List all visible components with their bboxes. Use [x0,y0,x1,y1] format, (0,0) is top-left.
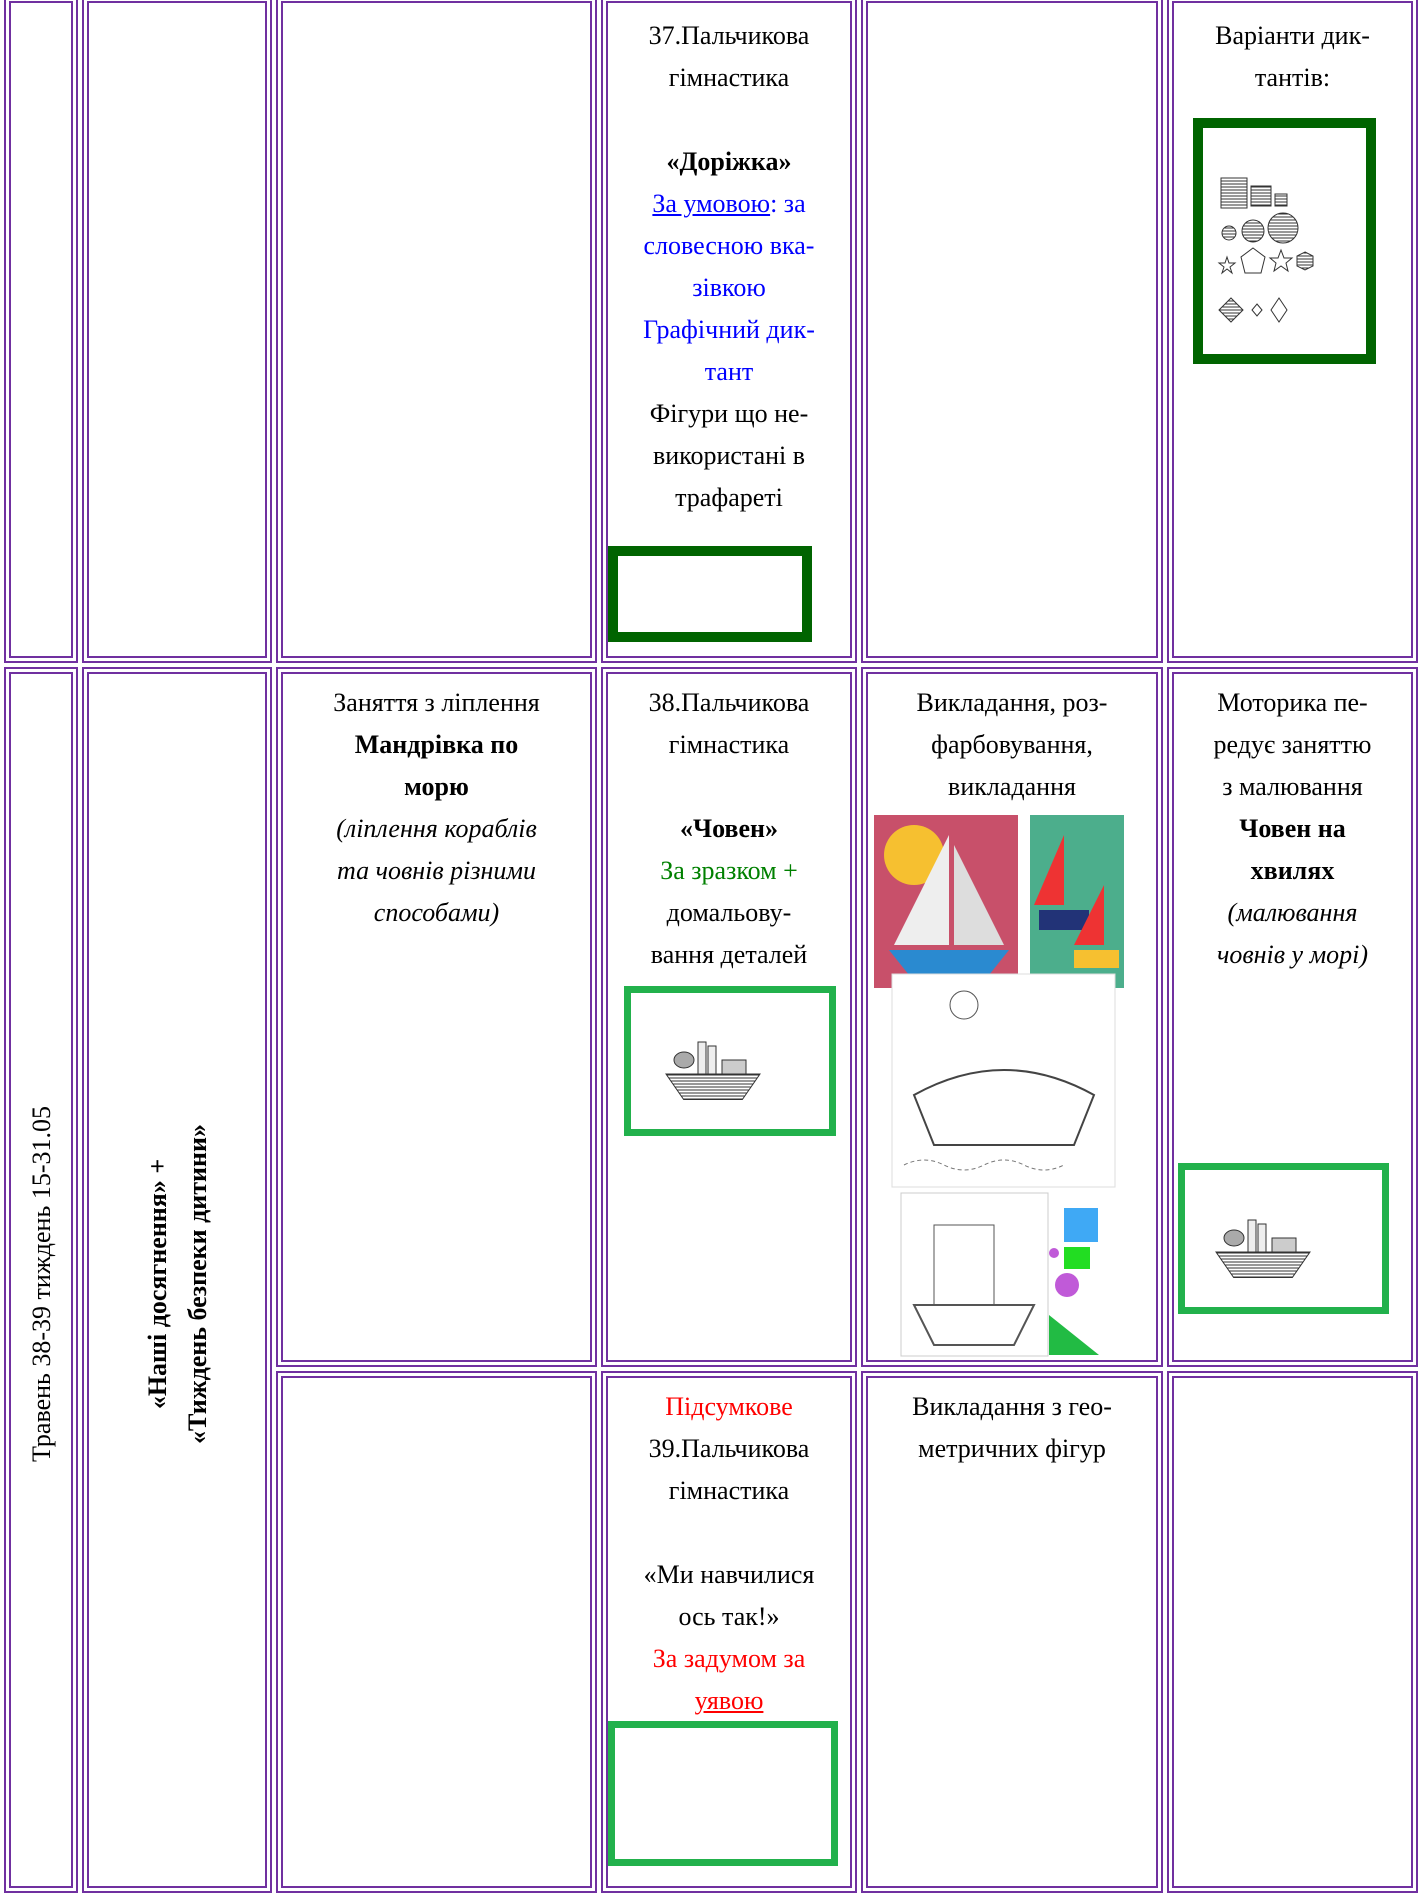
text: морю [404,772,469,801]
text: тантів: [1254,63,1331,92]
text: «Наші досягнення» + [143,1158,172,1410]
link[interactable]: уявою [694,1686,764,1715]
cell: Заняття з ліплення Мандрівка по морю (лі… [276,667,597,1367]
text: човнів у морі) [1216,940,1369,969]
spacer [608,99,850,141]
text: вання деталей [650,940,808,969]
text: фарбовування, [931,730,1093,759]
text: хвилях [1250,856,1335,885]
text: Мандрівка по [354,730,519,759]
text: Викладання, роз- [916,688,1108,717]
text: «Доріжка» [666,147,792,176]
text: використані в [652,441,806,470]
text: Човен на [1239,814,1346,843]
text: «Тиждень безпеки дитини» [183,1124,212,1444]
text: редує заняттю [1213,730,1372,759]
text: тант [704,357,754,386]
cell: Варіанти дик- тантів: [1167,0,1418,663]
text: способами) [373,898,500,927]
frame [624,986,836,1136]
text: викладання [948,772,1076,801]
cell: Викладання з гео- метричних фігур [861,1371,1163,1893]
text: 37.Пальчикова [648,21,810,50]
cell [276,0,597,663]
period: Травень 38-39 тиждень 15-31.05 [27,1106,56,1462]
cell: Моторика пе- редує заняттю з малювання Ч… [1167,667,1418,1367]
text: (малювання [1227,898,1358,927]
text: та човнів різними [336,856,537,885]
text: За зразком + [660,856,798,885]
theme: «Наші досягнення» + «Тиждень безпеки дити… [138,1124,218,1444]
text-line: За умовою: за [608,183,850,225]
shapes-icon [1217,177,1314,323]
text: трафареті [675,483,783,512]
boat-icon [665,1041,761,1100]
cell: 37.Пальчикова гімнастика «Доріжка» За ум… [601,0,857,663]
cell [1167,1371,1418,1893]
text: домальову- [666,898,792,927]
text: з малювання [1222,772,1363,801]
text: : за [770,189,806,218]
text: Фігури що не- [649,399,809,428]
text: словесною вка- [643,231,815,260]
text: За задумом за [652,1644,806,1673]
text: 39.Пальчикова [648,1434,810,1463]
boat-icon [1215,1219,1311,1278]
text: гімнастика [668,1476,790,1505]
text: Варіанти дик- [1215,21,1370,50]
text: 38.Пальчикова [648,688,810,717]
cell [4,0,78,663]
frame [608,546,812,642]
link[interactable]: За умовою [652,189,771,218]
cell: Підсумкове 39.Пальчикова гімнастика «Ми … [601,1371,857,1893]
text: ось так!» [678,1602,780,1631]
text: Підсумкове [665,1392,793,1421]
text: (ліплення кораблів [336,814,537,843]
text: гімнастика [668,730,790,759]
illustrations [874,815,1124,1357]
cell [276,1371,597,1893]
text: Викладання з гео- [912,1392,1112,1421]
text: Моторика пе- [1217,688,1368,717]
text: зівкою [692,273,766,302]
text: гімнастика [668,63,790,92]
spacer [608,766,850,808]
cell: 38.Пальчикова гімнастика «Човен» За зраз… [601,667,857,1367]
cell [861,0,1163,663]
text: «Ми навчилися [643,1560,815,1589]
text: метричних фігур [918,1434,1106,1463]
frame [1193,118,1376,364]
text: Графічний дик- [643,315,815,344]
text: «Човен» [680,814,778,843]
frame [608,1721,838,1866]
text: Заняття з ліплення [333,688,540,717]
frame [1178,1163,1389,1314]
spacer [608,1512,850,1554]
cell: Викладання, роз- фарбовування, викладанн… [861,667,1163,1367]
cell [82,0,272,663]
